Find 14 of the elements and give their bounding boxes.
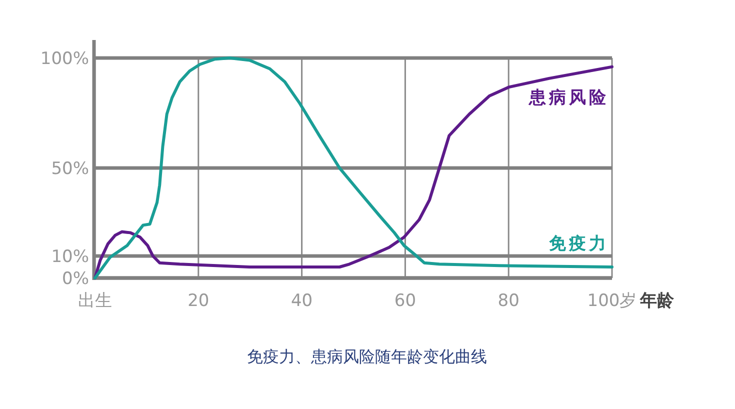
x-tick-label: 80 <box>498 291 520 311</box>
x-tick-label: 出生 <box>78 291 112 311</box>
series-label: 免疫力 <box>548 234 609 254</box>
x-tick-label: 100岁 <box>587 291 637 311</box>
x-tick-label: 20 <box>188 291 210 311</box>
series-label: 患病风险 <box>528 88 609 108</box>
x-tick-label: 60 <box>394 291 416 311</box>
y-tick-label: 100% <box>40 49 89 69</box>
y-tick-label: 0% <box>62 269 89 289</box>
y-tick-label: 50% <box>51 159 89 179</box>
x-tick-label: 40 <box>290 291 313 311</box>
y-tick-label: 10% <box>51 247 89 267</box>
x-axis-title: 年龄 <box>639 291 675 311</box>
text: 免疫力、患病风险随年龄变化曲线 <box>247 347 487 366</box>
